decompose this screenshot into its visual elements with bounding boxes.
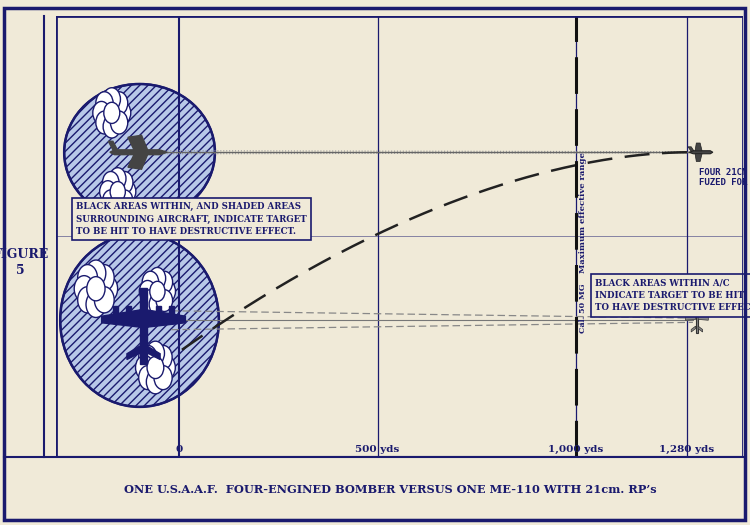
Polygon shape xyxy=(692,326,695,332)
Text: ONE U.S.A.A.F.  FOUR-ENGINED BOMBER VERSUS ONE ME-110 WITH 21cm. RP’s: ONE U.S.A.A.F. FOUR-ENGINED BOMBER VERSU… xyxy=(124,485,656,495)
Circle shape xyxy=(110,182,125,202)
Circle shape xyxy=(154,345,173,370)
Text: FIGURE
5: FIGURE 5 xyxy=(0,248,48,277)
Polygon shape xyxy=(127,345,140,360)
Circle shape xyxy=(146,341,164,365)
Circle shape xyxy=(147,356,164,379)
Circle shape xyxy=(103,190,119,212)
Circle shape xyxy=(78,287,98,313)
Circle shape xyxy=(94,265,114,291)
Circle shape xyxy=(98,276,118,302)
Bar xyxy=(169,306,174,323)
Circle shape xyxy=(146,370,164,394)
Text: BLACK AREAS WITHIN, AND SHADED AREAS
SURROUNDING AIRCRAFT, INDICATE TARGET
TO BE: BLACK AREAS WITHIN, AND SHADED AREAS SUR… xyxy=(76,202,307,236)
Circle shape xyxy=(93,101,110,124)
Polygon shape xyxy=(698,326,703,332)
Ellipse shape xyxy=(60,234,219,407)
Circle shape xyxy=(139,365,157,390)
Text: FOUR 21CM RP’s
FUZED FOR 1280 yds: FOUR 21CM RP’s FUZED FOR 1280 yds xyxy=(699,168,750,187)
Circle shape xyxy=(154,365,173,390)
Circle shape xyxy=(119,181,136,203)
Circle shape xyxy=(110,167,126,190)
Circle shape xyxy=(110,111,128,134)
Polygon shape xyxy=(695,154,702,162)
Circle shape xyxy=(94,287,114,313)
Polygon shape xyxy=(146,345,160,360)
Circle shape xyxy=(158,355,176,380)
Text: Cal. 50 MG: Cal. 50 MG xyxy=(579,284,587,333)
Polygon shape xyxy=(110,150,167,155)
Polygon shape xyxy=(108,141,118,150)
Circle shape xyxy=(116,172,133,193)
Circle shape xyxy=(103,115,121,138)
Text: Maximum effective range: Maximum effective range xyxy=(579,152,587,273)
Circle shape xyxy=(104,102,120,123)
Ellipse shape xyxy=(64,84,215,220)
Circle shape xyxy=(96,92,113,114)
Circle shape xyxy=(100,181,116,203)
Circle shape xyxy=(110,92,128,114)
Bar xyxy=(126,306,131,323)
Circle shape xyxy=(86,260,106,286)
Circle shape xyxy=(149,293,166,316)
Polygon shape xyxy=(128,135,148,150)
Polygon shape xyxy=(689,151,712,154)
Text: BLACK AREAS WITHIN A/C
INDICATE TARGET TO BE HIT
TO HAVE DESTRUCTIVE EFFECT: BLACK AREAS WITHIN A/C INDICATE TARGET T… xyxy=(595,278,750,312)
Circle shape xyxy=(142,271,159,293)
Polygon shape xyxy=(140,288,146,364)
Circle shape xyxy=(159,280,176,302)
Polygon shape xyxy=(698,315,708,320)
Circle shape xyxy=(149,267,166,289)
Circle shape xyxy=(156,271,172,293)
Polygon shape xyxy=(102,310,140,327)
Circle shape xyxy=(116,190,133,212)
Circle shape xyxy=(103,172,119,193)
Circle shape xyxy=(103,88,121,111)
Circle shape xyxy=(136,355,154,380)
Circle shape xyxy=(113,101,130,124)
Polygon shape xyxy=(695,143,702,151)
Circle shape xyxy=(96,111,113,134)
Circle shape xyxy=(86,291,106,318)
Polygon shape xyxy=(688,147,694,151)
Circle shape xyxy=(156,290,172,311)
Polygon shape xyxy=(146,310,185,327)
Circle shape xyxy=(110,194,126,216)
Bar xyxy=(113,306,118,323)
Text: 0: 0 xyxy=(176,445,183,454)
Polygon shape xyxy=(686,315,695,320)
Circle shape xyxy=(142,290,159,311)
Circle shape xyxy=(74,276,94,302)
Circle shape xyxy=(78,265,98,291)
Circle shape xyxy=(139,345,157,370)
Circle shape xyxy=(87,277,105,301)
Text: 1,000 yds: 1,000 yds xyxy=(548,445,604,454)
Text: 500 yds: 500 yds xyxy=(356,445,400,454)
Circle shape xyxy=(140,280,156,302)
Text: 1,280 yds: 1,280 yds xyxy=(659,445,715,454)
Polygon shape xyxy=(695,311,698,333)
Circle shape xyxy=(150,281,165,301)
Polygon shape xyxy=(128,155,148,169)
Bar xyxy=(156,306,160,323)
